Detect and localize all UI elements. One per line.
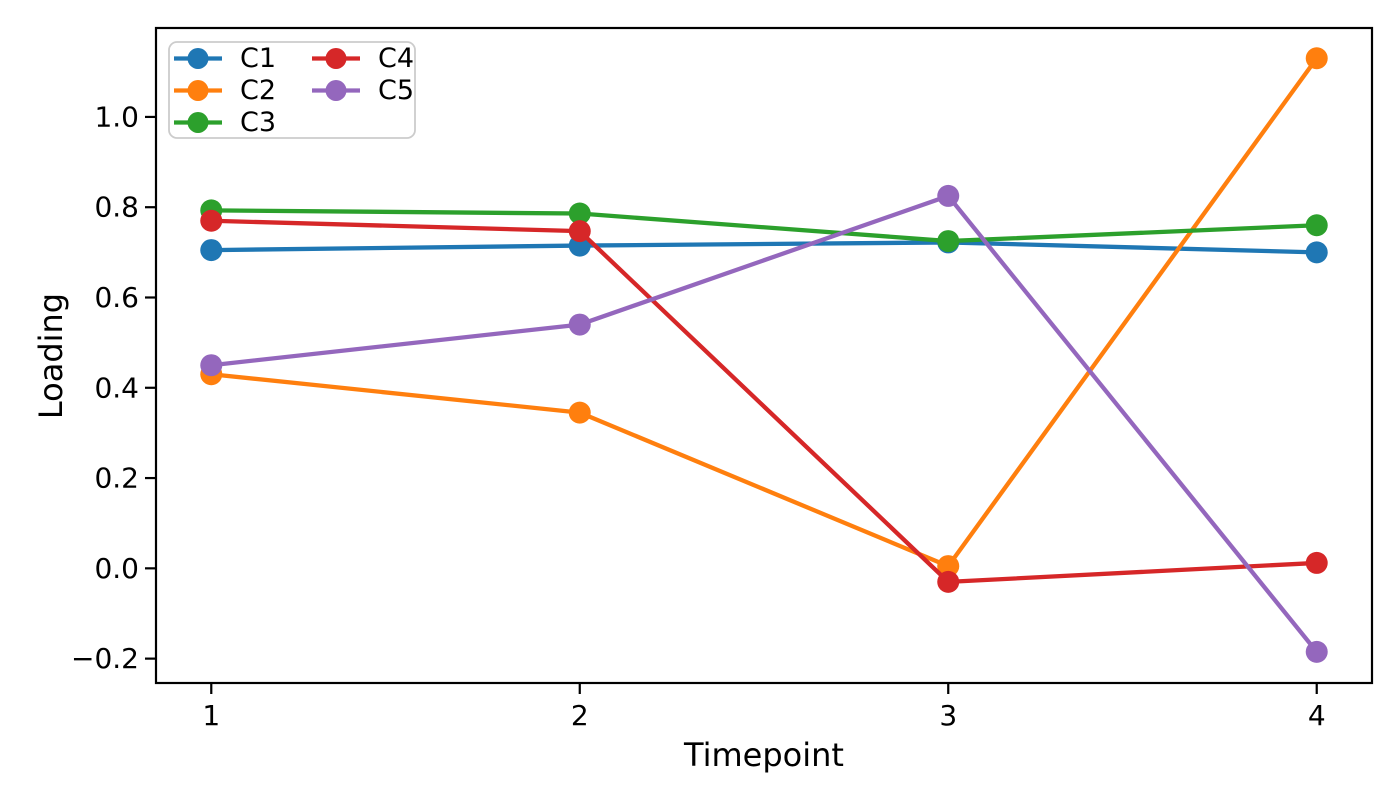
data-point-C5-t1 xyxy=(200,354,223,377)
y-axis-label: Loading xyxy=(32,293,70,419)
y-tick-label: 1.0 xyxy=(94,100,139,133)
legend-entry-C5: C5 xyxy=(312,75,414,106)
y-tick-label: 0.6 xyxy=(94,281,139,314)
series-line-C4 xyxy=(209,218,1319,585)
legend-entry-C2: C2 xyxy=(174,75,276,106)
data-point-C4-t4 xyxy=(1305,551,1328,574)
series-line-C1 xyxy=(209,240,1319,255)
data-point-C1-t4 xyxy=(1305,241,1328,264)
data-point-C1-t1 xyxy=(200,239,223,262)
y-tick-label: 0.8 xyxy=(94,191,139,224)
legend-marker-C4 xyxy=(325,48,347,69)
legend-label-C3: C3 xyxy=(240,107,276,138)
data-point-C3-t4 xyxy=(1305,214,1328,237)
legend-label-C4: C4 xyxy=(378,43,414,74)
y-tick-label: 0.4 xyxy=(94,371,139,404)
series-line-C3 xyxy=(209,208,1319,244)
legend-label-C1: C1 xyxy=(240,43,276,74)
y-tick-label: 0.0 xyxy=(94,552,139,585)
plot-border xyxy=(154,26,1374,685)
data-point-C5-t2 xyxy=(568,313,591,336)
series-line-C5 xyxy=(209,193,1319,655)
series-line-C2 xyxy=(209,56,1319,569)
legend-label-C5: C5 xyxy=(378,75,414,106)
legend-marker-C3 xyxy=(187,112,209,133)
x-tick-label: 4 xyxy=(1308,699,1326,732)
data-point-C5-t3 xyxy=(937,184,960,207)
data-point-C5-t4 xyxy=(1305,640,1328,663)
y-tick-label: −0.2 xyxy=(71,642,139,675)
data-point-C4-t3 xyxy=(937,570,960,593)
x-tick-label: 1 xyxy=(202,699,220,732)
x-tick-label: 3 xyxy=(939,699,957,732)
legend-entry-C3: C3 xyxy=(174,107,276,138)
x-tick-label: 2 xyxy=(571,699,589,732)
data-point-C3-t3 xyxy=(937,230,960,253)
data-point-C3-t2 xyxy=(568,202,591,225)
legend-entry-C1: C1 xyxy=(174,43,276,74)
legend-marker-C2 xyxy=(187,80,209,101)
data-point-C4-t2 xyxy=(568,220,591,243)
x-axis-label: Timepoint xyxy=(683,736,844,774)
data-point-C2-t2 xyxy=(568,401,591,424)
legend-label-C2: C2 xyxy=(240,75,276,106)
y-tick-label: 0.2 xyxy=(94,462,139,495)
legend-frame xyxy=(168,41,416,139)
data-point-C2-t3 xyxy=(937,555,960,578)
data-point-C2-t4 xyxy=(1305,47,1328,70)
data-point-C4-t1 xyxy=(200,209,223,232)
legend-marker-C1 xyxy=(187,48,209,69)
legend-entry-C4: C4 xyxy=(312,43,414,74)
legend-marker-C5 xyxy=(325,80,347,101)
